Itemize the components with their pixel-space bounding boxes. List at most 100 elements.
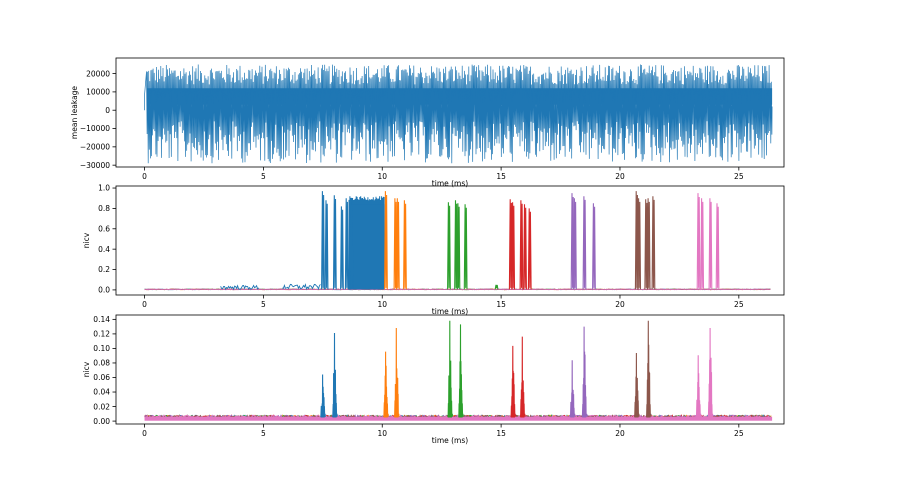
peak-byte-1 [384, 191, 388, 290]
x-tick-label: 25 [734, 429, 744, 438]
x-tick-label: 15 [496, 300, 506, 309]
x-tick-label: 0 [142, 172, 147, 181]
x-tick-label: 20 [615, 172, 625, 181]
peak-byte-2 [456, 203, 461, 290]
x-tick-label: 15 [496, 429, 506, 438]
plot-layer [144, 191, 771, 291]
peak-fill-byte-0 [320, 409, 325, 418]
y-tick-label: −20000 [80, 143, 110, 152]
peak-fill-byte-2 [458, 396, 463, 418]
peak-byte-2 [494, 284, 499, 290]
peak-byte-3 [511, 202, 516, 290]
y-axis-label: mean leakage [70, 86, 79, 140]
peak-fill-byte-1 [394, 397, 399, 418]
peak-byte-3 [523, 204, 527, 290]
peak-byte-4 [592, 203, 596, 290]
y-tick-label: −30000 [80, 161, 110, 170]
peak-byte-1 [395, 198, 400, 290]
x-tick-label: 5 [261, 429, 266, 438]
series-mean-leakage [144, 64, 773, 164]
x-axis-label: time (ms) [432, 436, 468, 445]
y-tick-label: 20000 [86, 69, 110, 78]
peak-fill-byte-3 [520, 399, 525, 418]
y-tick-label: 0 [105, 106, 110, 115]
y-tick-label: 0.06 [93, 373, 110, 382]
x-tick-label: 25 [734, 300, 744, 309]
peak-fill-byte-3 [511, 402, 515, 418]
peak-byte-6 [715, 203, 720, 290]
peak-byte-4 [573, 198, 577, 290]
peak-byte-6 [708, 198, 713, 290]
y-tick-label: 0.02 [93, 402, 110, 411]
peak-byte-5 [651, 196, 656, 290]
peak-byte-5 [637, 198, 642, 290]
plot-frame [115, 185, 785, 296]
peak-byte-6 [700, 198, 705, 290]
peak-byte-2 [447, 202, 451, 290]
peak-byte-0 [332, 195, 337, 290]
peak-byte-1 [393, 198, 398, 290]
x-axis-label: time (ms) [432, 307, 468, 316]
peak-fill-byte-5 [646, 395, 651, 418]
y-tick-label: 0.4 [98, 245, 110, 254]
peak-byte-0 [349, 198, 354, 290]
peak-byte-0 [344, 198, 349, 290]
x-tick-label: 25 [734, 172, 744, 181]
peak-byte-0 [320, 374, 326, 418]
axis-ticks: 0 5 10 15 20 25 0.00 0.02 0.04 0.06 0.08 0.10 0.12 0.… [93, 315, 744, 438]
peak-byte-5 [634, 352, 640, 418]
y-axis-label: nicv [82, 361, 91, 377]
peak-byte-4 [582, 196, 587, 290]
peak-byte-2 [463, 204, 468, 290]
axis-ticks: 0 5 10 15 20 25 −30000 −20000 −10000 0 10000 20000 [80, 69, 744, 181]
y-tick-label: 0.10 [93, 344, 110, 353]
peak-byte-0 [321, 191, 325, 290]
y-axis-label: nicv [82, 232, 91, 248]
x-tick-label: 5 [261, 300, 266, 309]
y-tick-label: −10000 [80, 124, 110, 133]
panel-mean-leakage: 0 5 10 15 20 25−30000−20000−1000001000020000 … [70, 57, 785, 188]
y-tick-label: 0.00 [93, 417, 110, 426]
panel-nicv-low: 0 5 10 15 20 25 0.00 0.02 0.04 0.06 0.08 0.10 0.12 0.… [82, 314, 785, 445]
axis-ticks: 0 5 10 15 20 25 0.0 0.2 0.4 0.6 0.8 1.0 [98, 184, 744, 309]
y-tick-label: 0.14 [93, 315, 110, 324]
y-tick-label: 0.0 [98, 286, 110, 295]
y-tick-label: 0.04 [93, 388, 110, 397]
plot-layer [144, 320, 773, 421]
y-tick-label: 1.0 [98, 184, 110, 193]
peak-byte-4 [570, 193, 575, 290]
peak-byte-0 [324, 200, 329, 290]
peak-byte-2 [454, 200, 458, 290]
plot-frame [115, 314, 785, 425]
peak-byte-3 [519, 336, 526, 418]
x-tick-label: 10 [377, 172, 387, 181]
peak-byte-1 [383, 351, 389, 418]
plot-layer [144, 64, 773, 164]
y-tick-label: 10000 [86, 88, 110, 97]
peak-byte-5 [646, 198, 651, 290]
peak-byte-1 [403, 200, 407, 290]
peak-byte-3 [508, 199, 513, 290]
peak-byte-6 [695, 355, 702, 418]
x-tick-label: 20 [615, 300, 625, 309]
x-tick-label: 0 [142, 300, 147, 309]
peak-byte-5 [634, 191, 639, 290]
peak-byte-3 [510, 345, 517, 418]
x-tick-label: 20 [615, 429, 625, 438]
peak-byte-3 [527, 208, 532, 290]
baseline-band [144, 416, 773, 421]
y-tick-label: 0.2 [98, 265, 110, 274]
x-axis-label: time (ms) [432, 179, 468, 188]
peak-byte-6 [696, 193, 701, 290]
peak-fill-byte-6 [696, 404, 701, 418]
peak-fill-byte-5 [634, 403, 639, 418]
dense-fill-byte-0 [348, 204, 385, 290]
y-tick-label: 0.12 [93, 330, 110, 339]
y-tick-label: 0.6 [98, 224, 110, 233]
low-region-byte-0 [282, 283, 321, 291]
x-tick-label: 15 [496, 172, 506, 181]
x-tick-label: 10 [377, 300, 387, 309]
plot-frame [115, 57, 785, 168]
peak-fill-byte-4 [570, 405, 575, 418]
